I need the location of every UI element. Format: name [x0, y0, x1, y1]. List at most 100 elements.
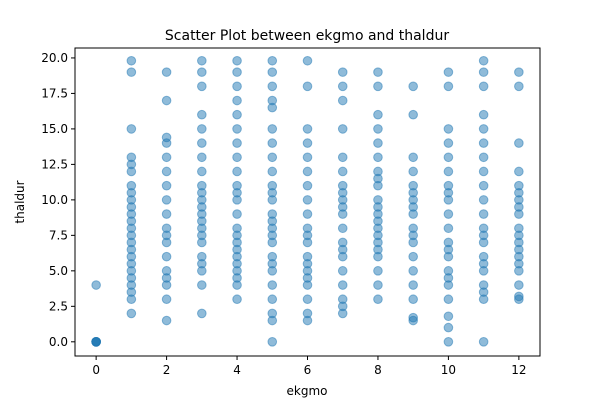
data-point [478, 109, 489, 120]
data-point [161, 195, 172, 205]
data-point [126, 67, 137, 77]
data-point [408, 109, 418, 120]
x-tick-label: 2 [163, 363, 171, 377]
data-point [443, 67, 454, 77]
data-point [514, 166, 524, 177]
data-point [302, 138, 313, 148]
data-point [478, 209, 489, 219]
data-point [302, 209, 313, 219]
data-point [337, 280, 348, 290]
data-point [514, 291, 524, 302]
y-tick-label: 7.5 [49, 228, 68, 242]
data-point [267, 166, 278, 177]
data-point [478, 81, 489, 92]
data-point [302, 55, 313, 66]
data-point [373, 124, 383, 134]
data-point [161, 152, 172, 163]
data-point [232, 109, 242, 120]
x-tick-label: 4 [233, 363, 241, 377]
data-point [267, 337, 278, 347]
data-point [337, 166, 348, 177]
data-point [267, 95, 278, 106]
data-point [478, 280, 489, 290]
data-point [443, 152, 454, 163]
data-point [91, 280, 101, 290]
data-point [443, 81, 454, 92]
data-point [197, 81, 207, 92]
data-point [197, 67, 207, 77]
data-point [161, 266, 172, 276]
y-tick-label: 2.5 [49, 299, 68, 313]
data-point [443, 124, 454, 134]
data-point [478, 337, 489, 347]
data-point [302, 124, 313, 134]
data-point [408, 251, 418, 262]
data-point [197, 180, 207, 191]
data-point [408, 312, 418, 323]
data-point [478, 166, 489, 177]
data-point [126, 55, 137, 66]
data-point [443, 209, 454, 219]
data-point [161, 223, 172, 234]
x-tick-label: 8 [374, 363, 382, 377]
x-axis: 0 2 4 6 8 10 12 [92, 356, 527, 377]
data-point [232, 81, 242, 92]
data-point [373, 195, 383, 205]
data-point [161, 315, 172, 326]
data-point [443, 311, 454, 322]
x-tick-label: 6 [304, 363, 312, 377]
y-tick-label: 0.0 [49, 335, 68, 349]
data-point [197, 55, 207, 66]
data-point [337, 294, 348, 305]
data-point [197, 152, 207, 163]
data-point [267, 55, 278, 66]
data-point [197, 138, 207, 148]
data-point [267, 67, 278, 77]
data-point [373, 266, 383, 276]
data-point [408, 152, 418, 163]
data-point [408, 294, 418, 305]
data-point [337, 81, 348, 92]
data-point [302, 180, 313, 191]
data-point [408, 180, 418, 191]
data-point [161, 166, 172, 177]
data-point [443, 166, 454, 177]
data-point [408, 266, 418, 276]
data-point [373, 294, 383, 305]
data-point [514, 180, 524, 191]
data-point [443, 180, 454, 191]
data-point [232, 138, 242, 148]
data-point [267, 308, 278, 319]
data-point [373, 138, 383, 148]
data-point [443, 294, 454, 305]
y-axis-label: thaldur [13, 180, 27, 223]
x-tick-label: 0 [92, 363, 100, 377]
data-point [232, 95, 242, 106]
y-tick-label: 12.5 [41, 157, 68, 171]
data-point [232, 223, 242, 234]
data-point [514, 138, 524, 148]
data-point [267, 81, 278, 92]
data-point [161, 180, 172, 191]
data-point [126, 152, 137, 163]
data-point [161, 251, 172, 262]
data-point [408, 223, 418, 234]
data-point [197, 308, 207, 319]
data-point [161, 132, 172, 143]
data-point [478, 55, 489, 66]
data-point [302, 251, 313, 262]
data-point [232, 294, 242, 305]
x-tick-label: 10 [441, 363, 456, 377]
data-point [443, 322, 454, 333]
data-point [232, 67, 242, 77]
data-point [373, 166, 383, 177]
x-tick-label: 12 [511, 363, 526, 377]
data-point [267, 251, 278, 262]
data-point [161, 209, 172, 219]
data-point [373, 280, 383, 290]
data-point [126, 180, 137, 191]
data-point [267, 180, 278, 191]
data-point [443, 337, 454, 347]
data-point [443, 223, 454, 234]
